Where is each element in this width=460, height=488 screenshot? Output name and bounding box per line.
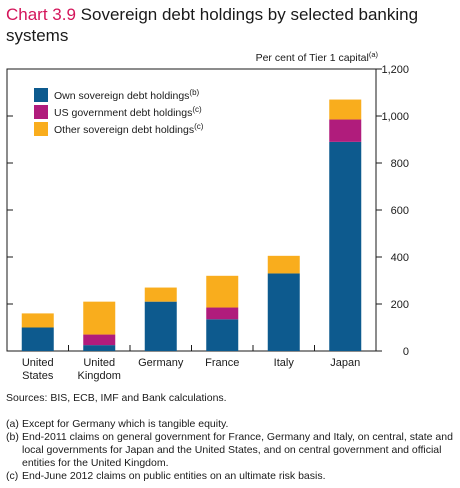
bar-united-kingdom-series-1 — [83, 345, 116, 351]
bar-japan-series-3 — [329, 99, 362, 120]
x-category-label: Germany — [138, 357, 184, 369]
y-tick-label: 600 — [391, 205, 409, 217]
bar-france-series-1 — [206, 319, 239, 351]
bar-japan-series-1 — [329, 141, 362, 351]
x-category-label: Kingdom — [78, 370, 121, 382]
x-category-label: France — [205, 357, 239, 369]
chart-title-text: Sovereign debt holdings by selected bank… — [6, 5, 419, 45]
legend-swatch-1 — [34, 88, 48, 102]
bar-france-series-3 — [206, 275, 239, 308]
y-tick-label: 800 — [391, 158, 409, 170]
legend-label-1: Own sovereign debt holdings(b) — [54, 88, 200, 102]
legend-label-2: US government debt holdings(c) — [54, 105, 202, 119]
y-tick-label: 1,000 — [381, 111, 409, 123]
legend-note: (c) — [192, 105, 202, 114]
bar-japan-series-2 — [329, 119, 362, 142]
y-axis-unit: Per cent of Tier 1 capital(a) — [256, 50, 378, 64]
y-tick-label: 400 — [391, 252, 409, 264]
y-tick-label: 200 — [391, 299, 409, 311]
bar-france-series-2 — [206, 307, 239, 320]
chart-number: Chart 3.9 — [6, 5, 76, 24]
legend-label-3: Other sovereign debt holdings(c) — [54, 122, 204, 136]
footnote-key: (a) — [6, 418, 19, 430]
bar-united-states-series-1 — [21, 327, 54, 351]
y-axis-unit-text: Per cent of Tier 1 capital — [255, 52, 369, 64]
footnote-key: (c) — [6, 470, 19, 482]
y-axis-unit-note: (a) — [368, 50, 378, 59]
bar-united-states-series-3 — [21, 313, 54, 328]
footnote-key: (b) — [6, 431, 19, 443]
bar-germany-series-1 — [144, 301, 177, 351]
footnote-text: Except for Germany which is tangible equ… — [22, 418, 229, 430]
y-tick-label: 1,200 — [381, 64, 409, 76]
legend-swatch-2 — [34, 105, 48, 119]
bar-united-kingdom-series-3 — [83, 301, 116, 335]
legend-note: (c) — [194, 122, 204, 131]
bar-italy-series-3 — [267, 255, 300, 274]
footnote-2: (b) End-2011 claims on general government… — [6, 431, 456, 470]
x-category-label: United — [83, 357, 115, 369]
footnote-text: End-June 2012 claims on public entities … — [22, 470, 326, 482]
footnotes: (a) Except for Germany which is tangible … — [6, 418, 456, 483]
footnote-text: End-2011 claims on general government fo… — [22, 431, 453, 469]
x-category-label: United — [22, 357, 54, 369]
y-tick-label: 0 — [403, 346, 409, 358]
bar-germany-series-3 — [144, 287, 177, 302]
bar-italy-series-1 — [267, 273, 300, 351]
chart-title: Chart 3.9 Sovereign debt holdings by sel… — [6, 4, 456, 46]
footnote-1: (a) Except for Germany which is tangible … — [6, 418, 456, 431]
x-category-label: States — [22, 370, 54, 382]
footnote-3: (c) End-June 2012 claims on public entiti… — [6, 470, 456, 483]
legend-note: (b) — [189, 88, 199, 97]
sources-note: Sources: BIS, ECB, IMF and Bank calculat… — [6, 392, 227, 404]
x-category-label: Italy — [274, 357, 295, 369]
x-category-label: Japan — [330, 357, 360, 369]
bar-united-kingdom-series-2 — [83, 334, 116, 346]
legend-swatch-3 — [34, 122, 48, 136]
stacked-bar-chart: 02004006008001,0001,200UnitedStatesUnite… — [6, 64, 409, 382]
